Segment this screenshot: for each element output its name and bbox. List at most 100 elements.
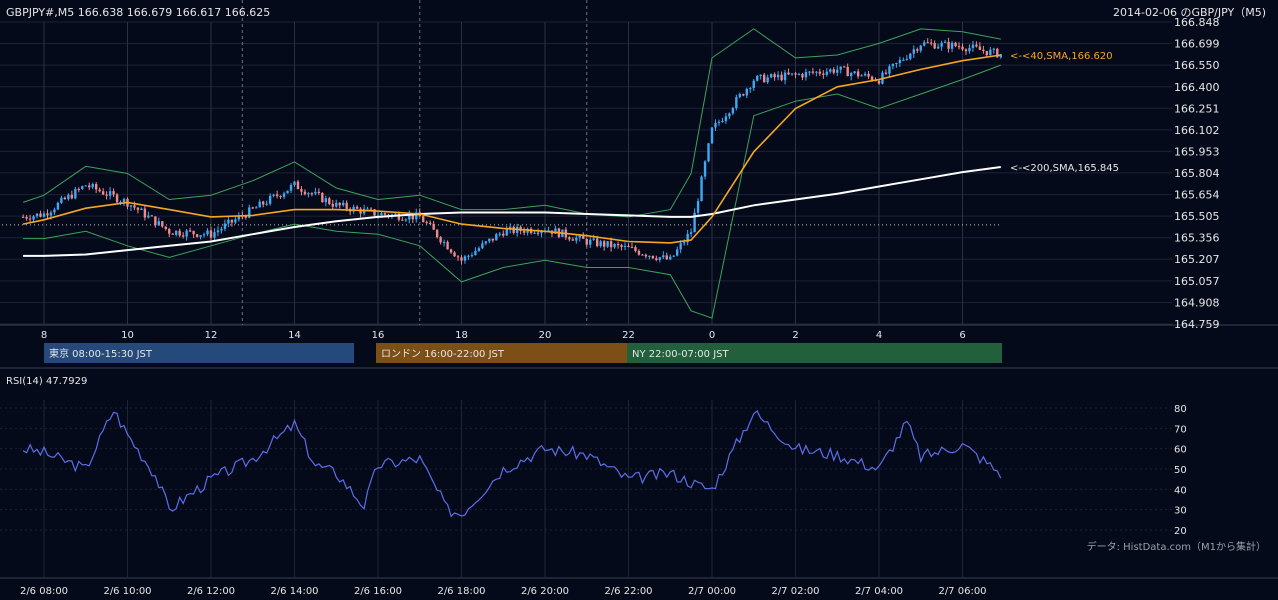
hour-tick: 8 — [41, 330, 47, 341]
candle-body — [620, 245, 623, 247]
candle-body — [905, 58, 909, 60]
candle-body — [801, 74, 804, 78]
candle-body — [324, 198, 328, 203]
candle-body — [585, 238, 588, 245]
candle-body — [467, 255, 470, 257]
candle-body — [112, 191, 115, 195]
candle-body — [122, 198, 126, 202]
candle-body — [613, 244, 616, 248]
candle-body — [310, 193, 314, 195]
candle-body — [870, 76, 874, 81]
candle-body — [776, 74, 780, 78]
candle-body — [136, 207, 140, 210]
candle-body — [502, 233, 505, 236]
candle-body — [961, 46, 964, 50]
price-tick: 166.550 — [1174, 59, 1220, 72]
candle-body — [790, 73, 794, 75]
time-tick: 2/7 02:00 — [771, 586, 819, 597]
session-bar — [44, 343, 354, 363]
candle-body — [856, 71, 860, 77]
candle-body — [794, 73, 797, 75]
candle-body — [724, 116, 728, 121]
candle-body — [147, 215, 150, 218]
candle-body — [749, 88, 752, 90]
candle-body — [352, 206, 355, 212]
candle-body — [634, 247, 637, 251]
candle-body — [769, 74, 773, 78]
candle-body — [366, 208, 369, 210]
candle-body — [728, 113, 731, 117]
candle-body — [836, 69, 839, 73]
hour-tick: 20 — [539, 330, 552, 341]
candle-body — [808, 71, 811, 73]
candle-body — [456, 256, 460, 258]
candle-body — [460, 257, 463, 261]
time-tick: 2/6 14:00 — [270, 586, 318, 597]
session-label: NY 22:00-07:00 JST — [632, 349, 729, 360]
candle-body — [275, 194, 279, 197]
candle-body — [752, 80, 755, 89]
session-bar — [627, 343, 1002, 363]
candle-body — [971, 44, 975, 48]
time-tick: 2/6 12:00 — [187, 586, 235, 597]
candle-body — [627, 245, 630, 248]
candle-body — [463, 256, 467, 261]
candle-body — [157, 221, 161, 226]
candle-body — [929, 42, 933, 44]
session-bar — [376, 343, 627, 363]
candle-body — [592, 238, 595, 240]
candle-body — [446, 241, 449, 250]
candle-body — [251, 207, 254, 209]
candle-body — [700, 176, 703, 202]
candle-body — [81, 186, 84, 189]
time-tick: 2/6 18:00 — [437, 586, 485, 597]
hour-tick: 18 — [455, 330, 468, 341]
candle-body — [658, 257, 662, 260]
candle-body — [877, 80, 881, 84]
price-tick: 166.102 — [1174, 124, 1220, 137]
candle-body — [766, 77, 769, 83]
time-tick: 2/6 22:00 — [604, 586, 652, 597]
candle-body — [985, 50, 989, 56]
candle-body — [168, 229, 171, 234]
rsi-tick: 30 — [1174, 506, 1187, 517]
candle-body — [237, 215, 241, 220]
candle-body — [268, 195, 272, 204]
candle-body — [42, 213, 46, 217]
candle-body — [345, 202, 348, 209]
candle-body — [898, 59, 902, 63]
candle-body — [248, 207, 251, 218]
candle-body — [773, 74, 776, 78]
candle-body — [376, 215, 380, 217]
candle-body — [637, 250, 641, 255]
candle-body — [665, 255, 668, 260]
candle-body — [978, 46, 982, 50]
candle-body — [216, 230, 220, 233]
price-tick: 165.953 — [1174, 145, 1220, 158]
candle-body — [411, 214, 414, 220]
candle-body — [35, 213, 39, 217]
candle-body — [477, 248, 481, 251]
rsi-tick: 40 — [1174, 485, 1187, 496]
candle-body — [536, 232, 540, 234]
candle-body — [474, 250, 477, 256]
candle-body — [74, 188, 77, 199]
time-tick: 2/6 10:00 — [103, 586, 151, 597]
candle-body — [533, 232, 536, 234]
candle-body — [595, 238, 599, 247]
candle-body — [119, 201, 122, 203]
candle-body — [818, 71, 822, 74]
candle-body — [721, 120, 724, 122]
candle-body — [968, 47, 971, 52]
candle-body — [154, 216, 157, 226]
candle-body — [265, 203, 268, 205]
candle-body — [717, 121, 721, 123]
candle-body — [199, 235, 202, 237]
candle-body — [470, 255, 474, 257]
candle-body — [401, 219, 404, 221]
candle-body — [244, 216, 247, 218]
candle-body — [432, 223, 435, 230]
candle-body — [522, 230, 526, 233]
price-tick: 164.759 — [1174, 318, 1220, 331]
candle-body — [693, 212, 696, 233]
